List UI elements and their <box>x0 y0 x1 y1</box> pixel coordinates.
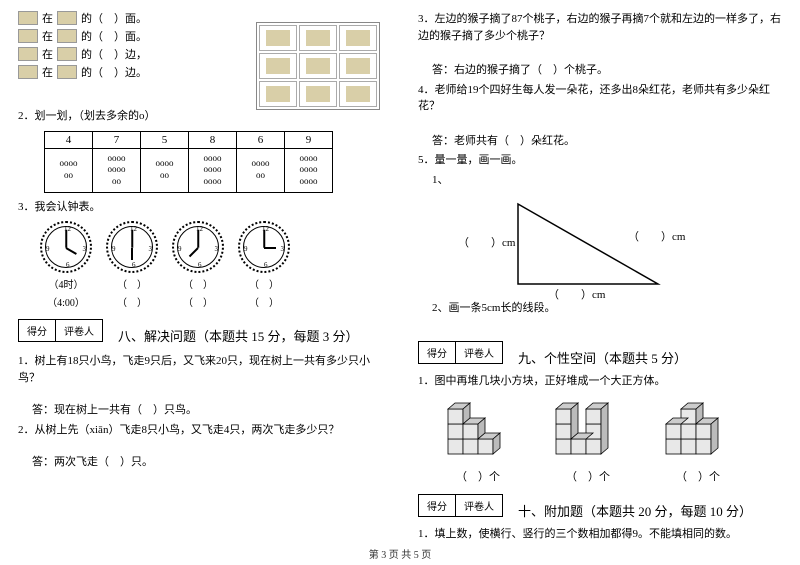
clock-label: （ ） <box>172 294 224 309</box>
text: 的（ ）边， <box>81 46 147 62</box>
animal-icon <box>57 47 77 61</box>
clock-item: 12 6 9 3 （4时） （4:00） <box>40 221 92 309</box>
table-cell: oooooooooo <box>93 148 141 192</box>
table-head: 6 <box>237 131 285 148</box>
table-head: 7 <box>93 131 141 148</box>
text: 在 <box>42 64 53 80</box>
clocks-row: 12 6 9 3 （4时） （4:00） 12 6 9 3 <box>40 221 382 309</box>
q8-3: 3．左边的猴子摘了87个桃子，右边的猴子再摘7个就和左边的一样多了，右边的猴子摘… <box>418 11 782 44</box>
triangle-label-hyp: （ ）cm <box>628 228 685 244</box>
animal-icon <box>18 47 38 61</box>
q8-2-answer: 答：两次飞走（ ）只。 <box>18 454 382 471</box>
animal-icon <box>57 29 77 43</box>
score-cell: 得分 <box>18 319 55 342</box>
clock-face: 12 6 9 3 <box>172 221 224 273</box>
animal-icon <box>18 29 38 43</box>
table-head: 8 <box>189 131 237 148</box>
clock-face: 12 6 9 3 <box>40 221 92 273</box>
clock-item: 12 6 9 3 （ ） （ ） <box>106 221 158 309</box>
score-cell: 得分 <box>418 341 455 364</box>
q8-1-answer: 答：现在树上一共有（ ）只鸟。 <box>18 402 382 419</box>
grader-cell: 评卷人 <box>455 494 503 517</box>
clock-label: （4时） <box>40 276 92 291</box>
animal-icon <box>57 11 77 25</box>
clock-face: 12 6 9 3 <box>106 221 158 273</box>
animal-icon <box>18 11 38 25</box>
cube-caption: （ ）个 <box>438 468 518 484</box>
table-cell: oooooo <box>141 148 189 192</box>
text: 在 <box>42 10 53 26</box>
table-head: 9 <box>285 131 333 148</box>
grader-cell: 评卷人 <box>455 341 503 364</box>
cube-row: （ ）个 （ ）个 <box>438 399 782 484</box>
q8-2: 2．从树上先（xiān）飞走8只小鸟，又飞走4只，两次飞走多少只？ <box>18 422 382 439</box>
table-head: 4 <box>45 131 93 148</box>
section-8-title: 八、解决问题（本题共 15 分，每题 3 分） <box>118 326 382 345</box>
q3-title: 3．我会认钟表。 <box>18 199 382 216</box>
text: 的（ ）面。 <box>81 28 147 44</box>
cube-figure: （ ）个 <box>658 399 738 484</box>
animal-icon <box>57 65 77 79</box>
table-cell: oooooo <box>45 148 93 192</box>
cube-figure: （ ）个 <box>548 399 628 484</box>
clock-face: 12 6 9 3 <box>238 221 290 273</box>
page-footer: 第 3 页 共 5 页 <box>0 546 800 561</box>
clock-label: （ ） <box>106 294 158 309</box>
q10-1: 1．填上数，使横行、竖行的三个数相加都得9。不能填相同的数。 <box>418 526 782 543</box>
q8-1: 1．树上有18只小鸟，飞走9只后，又飞来20只，现在树上一共有多少只小鸟？ <box>18 353 382 386</box>
q8-4-answer: 答：老师共有（ ）朵红花。 <box>418 133 782 150</box>
triangle-figure: （ ）cm （ ）cm （ ）cm <box>478 194 698 294</box>
text: 的（ ）面。 <box>81 10 147 26</box>
triangle-label-left: （ ）cm <box>458 234 515 250</box>
score-cell: 得分 <box>418 494 455 517</box>
table-cell: oooooooooooo <box>285 148 333 192</box>
number-table: 4 7 5 8 6 9 oooooo oooooooooo oooooo ooo… <box>44 131 333 193</box>
triangle-label-bottom: （ ）cm <box>548 286 605 302</box>
table-cell: oooooo <box>237 148 285 192</box>
cube-caption: （ ）个 <box>548 468 628 484</box>
text: 在 <box>42 46 53 62</box>
clock-label: （ ） <box>238 294 290 309</box>
cube-caption: （ ）个 <box>658 468 738 484</box>
table-cell: oooooooooooo <box>189 148 237 192</box>
animal-grid <box>256 22 380 110</box>
q9-1: 1．图中再堆几块小方块，正好堆成一个大正方体。 <box>418 373 782 390</box>
position-question: 在 的（ ）面。 在 的（ ）面。 在 的（ ）边， 在 的（ ）边。 <box>18 10 382 80</box>
text: 在 <box>42 28 53 44</box>
clock-label: （4:00） <box>40 294 92 309</box>
clock-label: （ ） <box>238 276 290 291</box>
q8-5: 5．量一量，画一画。 <box>418 152 782 169</box>
q2-title: 2．划一划，（划去多余的o） <box>18 108 382 125</box>
q8-4: 4．老师给19个四好生每人发一朵花，还多出8朵红花，老师共有多少朵红花？ <box>418 82 782 115</box>
clock-item: 12 6 9 3 （ ） （ ） <box>238 221 290 309</box>
q8-5-2: 2、画一条5cm长的线段。 <box>418 300 782 317</box>
clock-label: （ ） <box>172 276 224 291</box>
clock-item: 12 6 9 3 （ ） （ ） <box>172 221 224 309</box>
q8-3-answer: 答：右边的猴子摘了（ ）个桃子。 <box>418 62 782 79</box>
animal-icon <box>18 65 38 79</box>
section-9-title: 九、个性空间（本题共 5 分） <box>518 348 782 367</box>
text: 的（ ）边。 <box>81 64 147 80</box>
section-10-title: 十、附加题（本题共 20 分，每题 10 分） <box>518 501 782 520</box>
grader-cell: 评卷人 <box>55 319 103 342</box>
cube-figure: （ ）个 <box>438 399 518 484</box>
clock-label: （ ） <box>106 276 158 291</box>
q8-5-1: 1、 <box>418 172 782 189</box>
table-head: 5 <box>141 131 189 148</box>
